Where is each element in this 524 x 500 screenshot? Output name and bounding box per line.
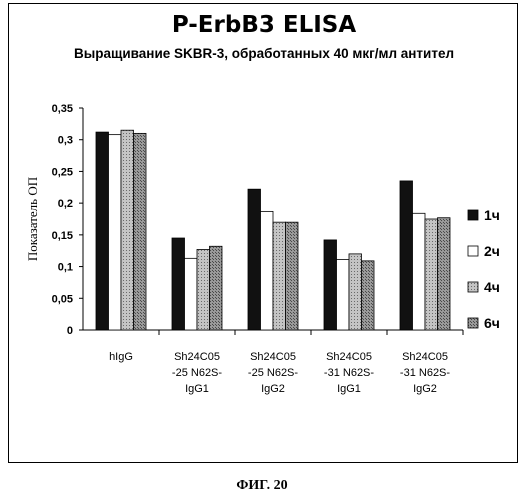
bar — [121, 130, 134, 330]
bar — [96, 132, 109, 330]
x-tick-label: Sh24C05 — [174, 351, 220, 363]
x-tick-label: -31 N62S- — [324, 367, 374, 379]
figure-caption: ФИГ. 20 — [0, 478, 524, 494]
bar — [261, 211, 274, 330]
y-tick-label: 0,15 — [52, 230, 73, 242]
bar — [197, 249, 210, 330]
bar — [248, 189, 261, 330]
legend-swatch — [468, 210, 478, 220]
bar — [362, 261, 375, 330]
bar — [172, 238, 185, 330]
bar — [413, 213, 426, 330]
legend-label: 6ч — [484, 315, 500, 331]
legend-swatch — [468, 282, 478, 292]
x-tick-label: hIgG — [109, 351, 133, 363]
y-tick-label: 0 — [67, 325, 73, 337]
legend-swatch — [468, 318, 478, 328]
bar — [349, 254, 362, 330]
y-tick-label: 0,3 — [58, 135, 73, 147]
bar-chart: 0 0,05 0,1 0,15 0,2 0,25 0,3 0,35 Показатель ОП h… — [9, 4, 519, 464]
legend-label: 2ч — [484, 243, 500, 259]
bar — [185, 258, 198, 330]
x-tick-label: -25 N62S- — [172, 367, 222, 379]
x-tick-label: -25 N62S- — [248, 367, 298, 379]
bar — [438, 218, 451, 330]
y-tick-label: 0,2 — [58, 198, 73, 210]
x-tick-label: Sh24C05 — [402, 351, 448, 363]
bar — [210, 246, 223, 330]
bar — [425, 219, 438, 330]
legend-label: 1ч — [484, 207, 500, 223]
x-tick-label: Sh24C05 — [326, 351, 372, 363]
x-tick-label: Sh24C05 — [250, 351, 296, 363]
y-tick-label: 0,1 — [58, 262, 73, 274]
x-tick-label: -31 N62S- — [400, 367, 450, 379]
y-tick-label: 0,35 — [52, 103, 73, 115]
x-tick-label: IgG1 — [185, 383, 209, 395]
legend-label: 4ч — [484, 279, 500, 295]
y-tick-label: 0,25 — [52, 166, 73, 178]
x-tick-label: IgG2 — [261, 383, 285, 395]
x-tick-label: IgG1 — [337, 383, 361, 395]
bar — [324, 240, 337, 330]
bar — [286, 222, 299, 330]
x-tick-label: IgG2 — [413, 383, 437, 395]
bar — [337, 260, 350, 330]
bar — [400, 181, 413, 330]
bar — [109, 135, 122, 330]
bar — [134, 133, 147, 330]
legend-swatch — [468, 246, 478, 256]
y-axis-label: Показатель ОП — [25, 177, 40, 261]
y-tick-label: 0,05 — [52, 293, 73, 305]
bar — [273, 222, 286, 330]
chart-frame: P-ErbB3 ELISA Выращивание SKBR-3, обрабо… — [8, 3, 518, 463]
